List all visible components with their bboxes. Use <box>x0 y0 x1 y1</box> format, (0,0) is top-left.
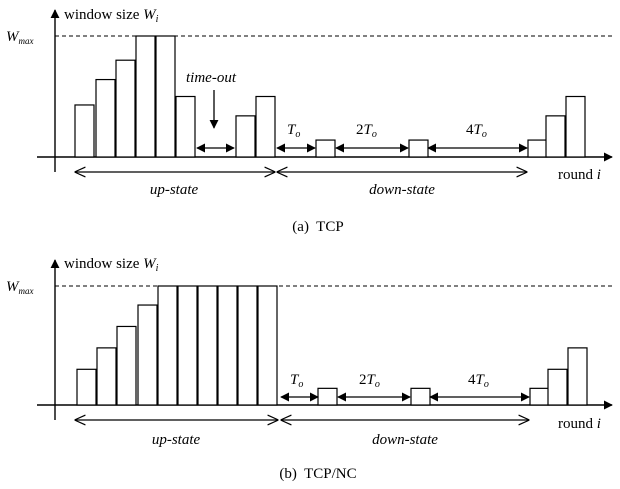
down-state-label: down-state <box>369 182 435 198</box>
bar <box>135 35 156 158</box>
bar <box>95 78 116 158</box>
bar <box>137 304 158 406</box>
caption-b: (b) TCP/NC <box>279 466 356 482</box>
bar <box>408 139 429 158</box>
y-axis-label: window size Wi <box>64 7 159 25</box>
caption-a: (a) TCP <box>292 219 343 235</box>
bar <box>237 285 258 406</box>
wmax-label: Wmax <box>6 279 34 296</box>
bars-a <box>74 35 586 158</box>
bar <box>257 285 278 406</box>
bar <box>529 387 550 406</box>
bar <box>315 139 336 158</box>
bar <box>177 285 198 406</box>
bar <box>197 285 218 406</box>
bar <box>175 95 196 158</box>
bar <box>545 115 566 158</box>
bar <box>235 115 256 158</box>
bar <box>255 95 276 158</box>
bar <box>96 347 117 406</box>
bar <box>527 139 548 158</box>
bar <box>567 347 588 406</box>
bar <box>410 387 431 406</box>
bars-b <box>76 285 588 406</box>
x-axis-label: round i <box>558 416 601 432</box>
bar <box>217 285 238 406</box>
interval-label-2: 2To <box>356 122 377 140</box>
timeout-label: time-out <box>186 70 237 86</box>
panel-b: window size Wi Wmax round i <box>6 256 613 482</box>
wmax-label: Wmax <box>6 29 34 46</box>
bar <box>317 387 338 406</box>
bar <box>115 59 136 158</box>
bar <box>155 35 176 158</box>
interval-label-3: 4To <box>466 122 487 140</box>
interval-label-2: 2To <box>359 372 380 390</box>
panel-a: window size Wi Wmax round i time-out <box>6 7 613 235</box>
bar <box>565 95 586 158</box>
down-state-label: down-state <box>372 432 438 448</box>
bar <box>116 325 137 406</box>
interval-label-1: To <box>287 122 300 140</box>
interval-label-1: To <box>290 372 303 390</box>
interval-label-3: 4To <box>468 372 489 390</box>
y-axis-label: window size Wi <box>64 256 159 274</box>
bar <box>76 368 97 406</box>
bar <box>157 285 178 406</box>
x-axis-label: round i <box>558 167 601 183</box>
up-state-label: up-state <box>150 182 199 198</box>
bar <box>74 104 95 158</box>
up-state-label: up-state <box>152 432 201 448</box>
bar <box>547 368 568 406</box>
